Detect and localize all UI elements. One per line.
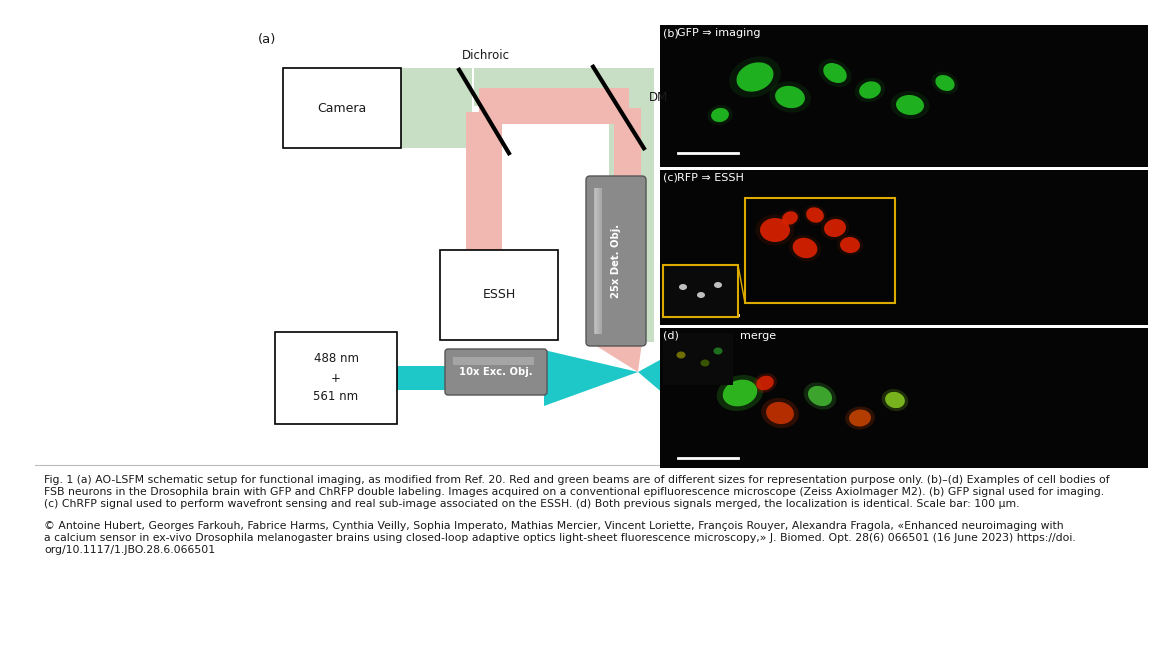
Bar [660,328,1148,468]
Bar [594,188,603,334]
Ellipse shape [821,216,849,240]
Text: org/10.1117/1.JBO.28.6.066501: org/10.1117/1.JBO.28.6.066501 [44,545,215,555]
Polygon shape [638,350,677,406]
Ellipse shape [679,284,687,290]
Bar [474,68,628,106]
Ellipse shape [824,63,847,83]
Text: DM: DM [649,91,668,104]
Ellipse shape [760,218,790,242]
Bar [596,188,598,334]
Text: FSB neurons in the Drosophila brain with GFP and ChRFP double labeling. Images a: FSB neurons in the Drosophila brain with… [44,487,1104,497]
Text: ESSH: ESSH [482,289,516,302]
Bar [596,188,597,334]
Polygon shape [544,350,638,406]
Ellipse shape [935,75,955,91]
Ellipse shape [808,386,832,406]
Text: a calcium sensor in ex-vivo Drosophila melanogaster brains using closed-loop ada: a calcium sensor in ex-vivo Drosophila m… [44,533,1075,543]
Ellipse shape [840,237,860,253]
Ellipse shape [804,205,826,225]
Bar [397,366,448,390]
Bar [663,265,738,317]
Bar [283,68,401,148]
Ellipse shape [697,292,706,298]
Ellipse shape [769,82,811,113]
Ellipse shape [804,382,837,410]
Text: Camera: Camera [317,101,366,115]
Ellipse shape [775,86,805,108]
FancyBboxPatch shape [445,349,548,395]
Bar [466,111,502,340]
Ellipse shape [855,78,886,102]
FancyBboxPatch shape [586,176,646,346]
Ellipse shape [886,392,904,408]
Text: (a): (a) [259,33,276,46]
Ellipse shape [723,380,757,407]
Text: Fig. 1 (a) AO-LSFM schematic setup for functional imaging, as modified from Ref.: Fig. 1 (a) AO-LSFM schematic setup for f… [44,475,1109,485]
Bar [660,25,1148,167]
Ellipse shape [819,59,852,87]
Ellipse shape [701,360,709,366]
Ellipse shape [756,376,773,390]
Ellipse shape [824,219,846,237]
Ellipse shape [859,81,881,99]
Ellipse shape [837,235,863,256]
Text: Dichroic: Dichroic [462,49,510,62]
Bar [453,357,534,365]
Ellipse shape [708,105,732,125]
Bar [479,88,628,124]
Ellipse shape [714,282,722,288]
Ellipse shape [736,63,773,92]
Text: © Antoine Hubert, Georges Farkouh, Fabrice Harms, Cynthia Veilly, Sophia Imperat: © Antoine Hubert, Georges Farkouh, Fabri… [44,521,1064,531]
Text: (d): (d) [663,331,679,341]
Text: RFP ⇒ ESSH: RFP ⇒ ESSH [677,173,744,183]
Ellipse shape [756,214,794,246]
Ellipse shape [714,347,723,355]
Ellipse shape [729,57,780,98]
Ellipse shape [783,212,798,225]
Text: 488 nm
+
561 nm: 488 nm + 561 nm [314,353,358,403]
Bar [613,107,640,342]
Text: (c): (c) [663,173,677,183]
Ellipse shape [849,409,870,426]
Polygon shape [590,342,642,372]
Bar [660,170,1148,325]
Bar [663,333,732,385]
Ellipse shape [789,235,821,261]
Bar [608,68,654,342]
Ellipse shape [931,72,958,94]
Ellipse shape [711,108,729,122]
Ellipse shape [676,351,686,358]
Bar [594,188,596,334]
Text: 25x Det. Obj.: 25x Det. Obj. [611,224,621,298]
Text: (c) ChRFP signal used to perform wavefront sensing and real sub-image associated: (c) ChRFP signal used to perform wavefro… [44,499,1019,509]
Ellipse shape [806,208,824,223]
Bar [597,188,599,334]
Ellipse shape [717,375,763,411]
Text: GFP ⇒ imaging: GFP ⇒ imaging [677,28,760,38]
Ellipse shape [890,91,929,119]
Ellipse shape [882,389,908,411]
Ellipse shape [762,398,799,428]
Ellipse shape [845,407,875,430]
Text: 10x Exc. Obj.: 10x Exc. Obj. [459,367,532,377]
Text: (b): (b) [663,28,679,38]
Ellipse shape [766,402,794,424]
Bar [275,332,397,424]
Bar [598,188,600,334]
Bar [401,68,472,148]
Ellipse shape [896,95,924,115]
Text: merge: merge [739,331,776,341]
Ellipse shape [780,210,800,227]
Bar [745,198,895,303]
Ellipse shape [792,238,818,258]
Bar [440,250,558,340]
Ellipse shape [753,373,777,393]
